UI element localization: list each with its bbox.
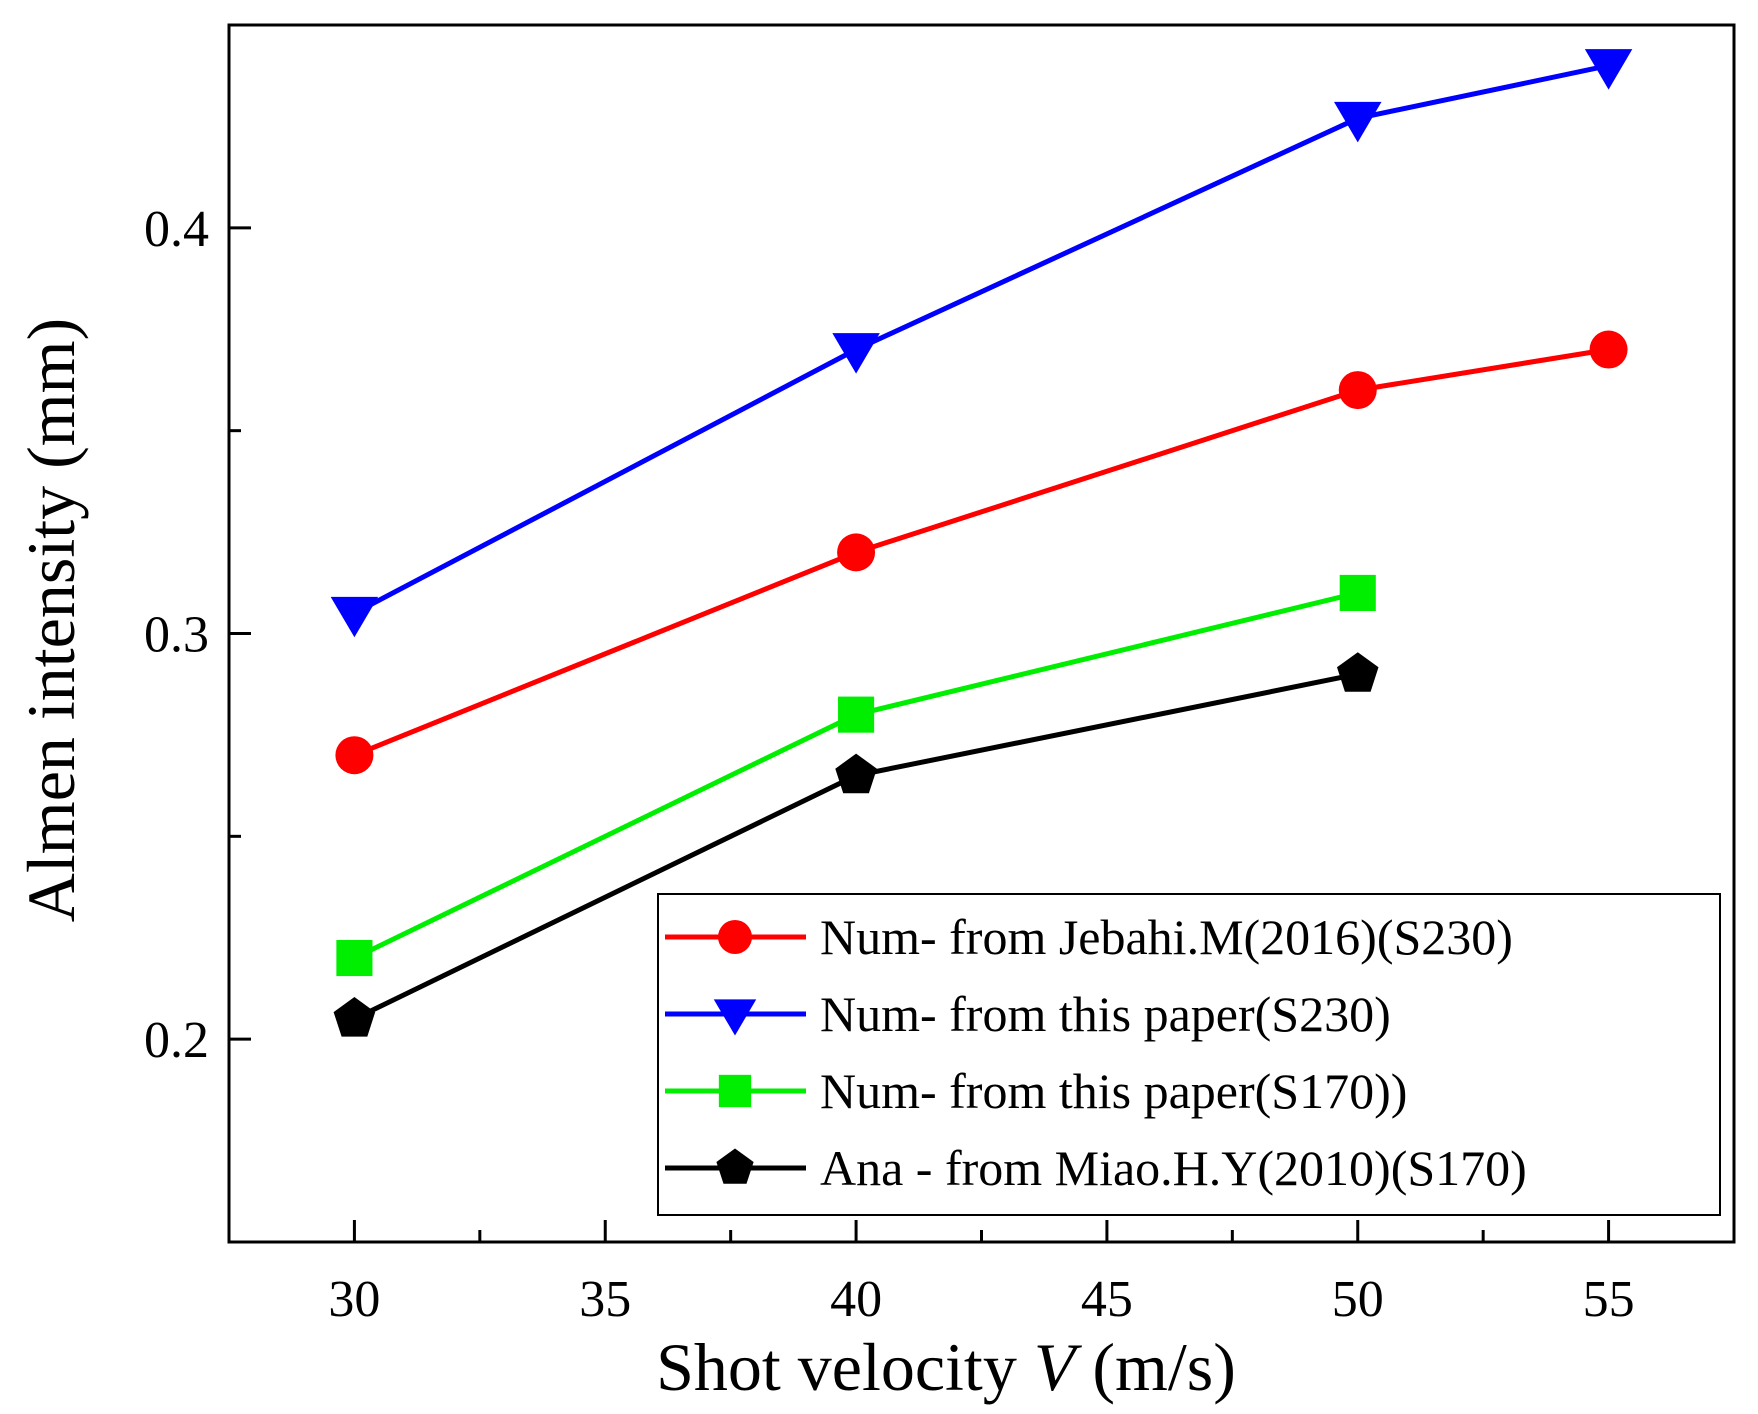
legend-marker (718, 1074, 752, 1108)
series-line (353, 63, 1610, 616)
legend-marker (716, 1148, 754, 1184)
data-point (1584, 49, 1633, 90)
x-axis-title-unit: (m/s) (1075, 1329, 1236, 1405)
x-axis-ticks: 30 35 40 45 50 55 (328, 1220, 1635, 1328)
x-axis-title: Shot velocity V (m/s) (656, 1329, 1236, 1405)
y-tick-label: 0.2 (144, 1012, 209, 1069)
legend-entry: Num- from this paper(S230) (665, 986, 1391, 1042)
data-point (1337, 652, 1379, 692)
legend-label: Num- from Jebahi.M(2016)(S230) (820, 909, 1513, 965)
data-point (333, 997, 376, 1037)
legend-label: Ana - from Miao.H.Y(2010)(S170) (820, 1140, 1527, 1196)
x-axis-title-variable: V (1034, 1329, 1083, 1405)
y-tick-label: 0.3 (144, 607, 209, 664)
x-axis-title-text: Shot velocity (656, 1329, 1034, 1405)
y-axis-title: Almen intensity (mm) (13, 318, 89, 922)
legend-marker (713, 999, 757, 1036)
legend-marker (718, 920, 752, 954)
data-point (335, 736, 374, 775)
data-point (835, 753, 877, 794)
data-point (336, 939, 373, 977)
x-tick-label: 35 (579, 1271, 631, 1328)
legend-label: Num- from this paper(S230) (820, 986, 1391, 1042)
x-tick-label: 45 (1081, 1271, 1133, 1328)
data-point (832, 333, 880, 374)
data-point (1589, 330, 1628, 369)
data-point (330, 596, 379, 638)
legend-entries: Num- from Jebahi.M(2016)(S230) Num- from … (665, 909, 1527, 1196)
x-tick-label: 50 (1332, 1271, 1384, 1328)
legend-entry: Ana - from Miao.H.Y(2010)(S170) (665, 1140, 1527, 1196)
y-axis-ticks: 0.2 0.3 0.4 (144, 201, 251, 1069)
data-point (1339, 574, 1376, 611)
legend-entry: Num- from this paper(S170)) (665, 1063, 1407, 1119)
legend: Num- from Jebahi.M(2016)(S230) Num- from … (657, 893, 1721, 1216)
legend-label: Num- from this paper(S170)) (820, 1063, 1407, 1119)
series-layer (330, 49, 1633, 1037)
legend-entry: Num- from Jebahi.M(2016)(S230) (665, 909, 1513, 965)
legend-box (657, 893, 1721, 1216)
data-point (1338, 371, 1377, 410)
series-2 (336, 574, 1376, 977)
x-tick-label: 30 (328, 1271, 380, 1328)
x-tick-label: 55 (1583, 1271, 1635, 1328)
data-point (837, 533, 876, 572)
data-point (1334, 101, 1382, 143)
series-line (353, 347, 1609, 758)
data-point (838, 696, 875, 733)
series-3 (333, 652, 1379, 1037)
series-0 (335, 330, 1628, 775)
series-1 (330, 49, 1633, 638)
y-tick-label: 0.4 (144, 201, 209, 258)
x-tick-label: 40 (830, 1271, 882, 1328)
